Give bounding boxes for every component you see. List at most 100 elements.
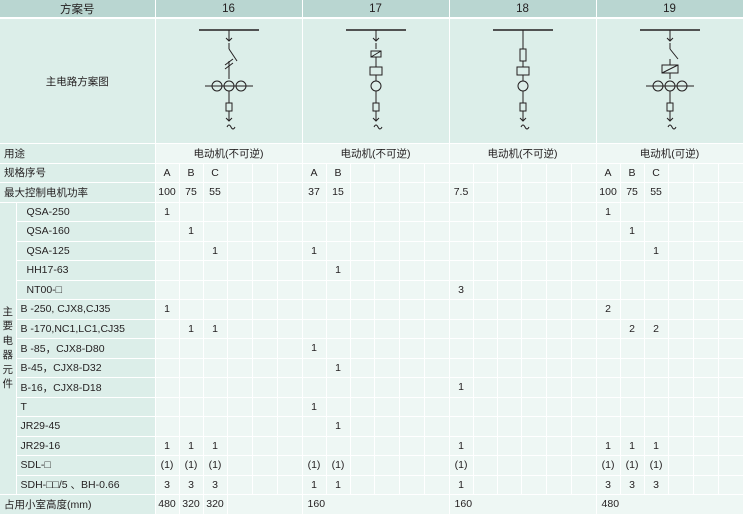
table-cell bbox=[546, 436, 572, 456]
table-cell bbox=[521, 338, 547, 359]
table-cell bbox=[473, 397, 498, 417]
table-cell bbox=[179, 397, 204, 417]
table-cell: A bbox=[302, 163, 327, 183]
table-cell: (1) bbox=[203, 455, 228, 476]
table-cell bbox=[277, 280, 303, 300]
table-cell bbox=[521, 260, 547, 281]
table-cell bbox=[693, 241, 719, 261]
table-cell bbox=[277, 358, 303, 378]
table-cell bbox=[227, 202, 253, 222]
table-cell bbox=[227, 163, 253, 183]
table-cell bbox=[227, 280, 253, 300]
component-name: JR29-45 bbox=[16, 416, 156, 437]
component-row: B -170,NC1,LC1,CJ35 1 1 2 2 bbox=[0, 319, 744, 339]
table-cell bbox=[497, 182, 522, 203]
table-cell: 1 bbox=[155, 299, 180, 320]
purpose-value: 电动机(不可逆) bbox=[155, 143, 303, 164]
table-cell bbox=[350, 397, 375, 417]
table-cell bbox=[252, 397, 278, 417]
component-name: SDL-□ bbox=[16, 455, 156, 476]
table-cell: 2 bbox=[620, 319, 645, 339]
table-cell bbox=[424, 260, 450, 281]
table-cell bbox=[399, 299, 425, 320]
table-cell: 15 bbox=[326, 182, 351, 203]
component-name: QSA-160 bbox=[16, 221, 156, 242]
table-cell bbox=[473, 475, 498, 495]
table-cell bbox=[424, 436, 450, 456]
height-value: 480 bbox=[155, 494, 180, 515]
table-cell: (1) bbox=[155, 455, 180, 476]
table-cell bbox=[227, 358, 253, 378]
table-cell: 2 bbox=[596, 299, 621, 320]
table-cell bbox=[155, 397, 180, 417]
table-cell bbox=[497, 202, 522, 222]
table-cell bbox=[424, 221, 450, 242]
table-cell bbox=[644, 397, 669, 417]
table-cell bbox=[497, 475, 522, 495]
table-cell bbox=[596, 221, 621, 242]
table-cell bbox=[179, 416, 204, 437]
table-cell bbox=[374, 475, 400, 495]
table-cell bbox=[473, 319, 498, 339]
table-cell bbox=[326, 221, 351, 242]
table-cell bbox=[546, 397, 572, 417]
table-cell bbox=[252, 319, 278, 339]
table-cell bbox=[668, 299, 694, 320]
table-cell bbox=[350, 241, 375, 261]
table-cell bbox=[571, 455, 597, 476]
table-cell bbox=[302, 221, 327, 242]
table-cell bbox=[546, 416, 572, 437]
power-row: 最大控制电机功率 100 75 55 37 15 7.5 100 75 55 bbox=[0, 182, 744, 203]
table-cell bbox=[546, 377, 572, 398]
table-cell bbox=[252, 475, 278, 495]
component-row: SDL-□ (1) (1) (1) (1) (1) (1) (1) (1) (1) bbox=[0, 455, 744, 476]
table-cell bbox=[644, 280, 669, 300]
table-cell bbox=[350, 475, 375, 495]
table-cell bbox=[497, 260, 522, 281]
table-cell bbox=[596, 377, 621, 398]
table-cell bbox=[546, 241, 572, 261]
table-cell bbox=[718, 221, 744, 242]
table-cell bbox=[473, 241, 498, 261]
table-cell: (1) bbox=[179, 455, 204, 476]
spec-row-label: 规格序号 bbox=[0, 163, 156, 183]
table-cell bbox=[644, 358, 669, 378]
table-cell bbox=[424, 455, 450, 476]
table-cell bbox=[521, 202, 547, 222]
table-cell bbox=[227, 241, 253, 261]
table-cell bbox=[497, 455, 522, 476]
table-cell bbox=[718, 182, 744, 203]
table-cell bbox=[718, 319, 744, 339]
table-cell bbox=[571, 397, 597, 417]
height-row: 占用小室高度(mm) 480 320 320 160 160 480 bbox=[0, 494, 744, 515]
table-cell bbox=[155, 358, 180, 378]
table-cell bbox=[424, 397, 450, 417]
table-cell: 1 bbox=[179, 221, 204, 242]
table-cell: 1 bbox=[155, 202, 180, 222]
table-cell bbox=[718, 241, 744, 261]
table-cell bbox=[693, 182, 719, 203]
table-cell: (1) bbox=[644, 455, 669, 476]
component-name: B -85，CJX8-D80 bbox=[16, 338, 156, 359]
table-cell bbox=[399, 377, 425, 398]
purpose-value: 电动机(可逆) bbox=[596, 143, 744, 164]
table-cell bbox=[252, 436, 278, 456]
table-cell: 1 bbox=[449, 475, 474, 495]
table-cell bbox=[374, 163, 400, 183]
table-cell bbox=[620, 338, 645, 359]
table-cell bbox=[374, 182, 400, 203]
table-cell bbox=[521, 163, 547, 183]
table-cell bbox=[473, 416, 498, 437]
table-cell bbox=[571, 475, 597, 495]
table-cell bbox=[718, 416, 744, 437]
table-cell bbox=[693, 260, 719, 281]
table-cell bbox=[399, 260, 425, 281]
table-cell bbox=[399, 182, 425, 203]
table-cell: (1) bbox=[302, 455, 327, 476]
table-cell bbox=[571, 416, 597, 437]
table-cell bbox=[179, 338, 204, 359]
table-cell bbox=[668, 455, 694, 476]
table-cell bbox=[350, 436, 375, 456]
table-cell bbox=[277, 475, 303, 495]
